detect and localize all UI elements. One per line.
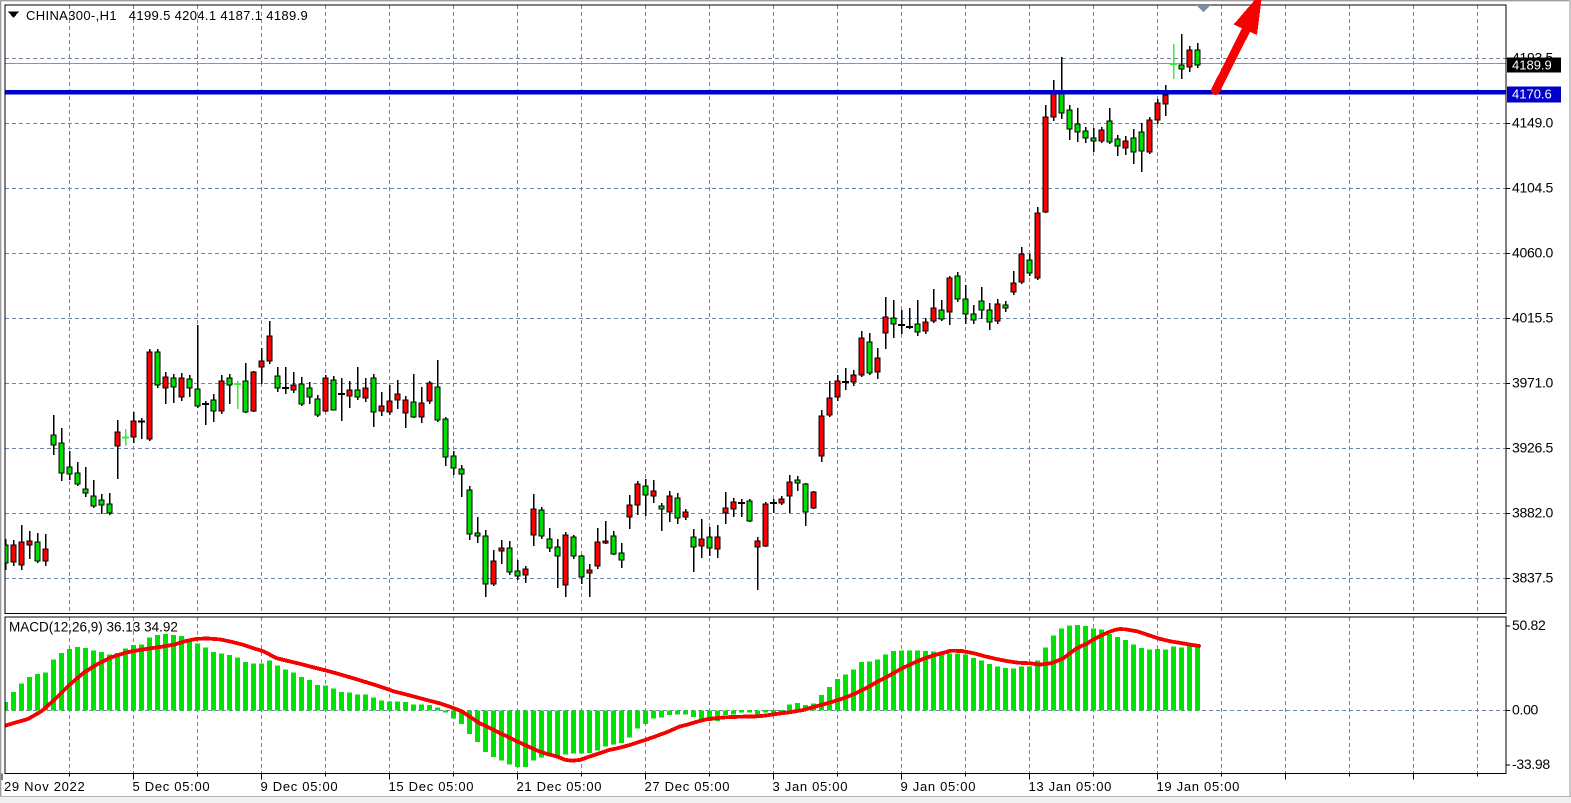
svg-text:CHINA300-,H1 4199.5 4204.1 4: CHINA300-,H1 4199.5 4204.1 4187.1 4189.9 <box>26 8 308 23</box>
svg-text:29 Nov 2022: 29 Nov 2022 <box>4 779 85 794</box>
svg-text:4104.5: 4104.5 <box>1512 180 1554 196</box>
svg-text:13 Jan 05:00: 13 Jan 05:00 <box>1029 779 1113 794</box>
svg-text:3 Jan 05:00: 3 Jan 05:00 <box>773 779 849 794</box>
svg-text:0.00: 0.00 <box>1512 702 1539 718</box>
svg-text:50.82: 50.82 <box>1512 617 1546 633</box>
svg-text:9 Dec 05:00: 9 Dec 05:00 <box>261 779 339 794</box>
svg-text:9 Jan 05:00: 9 Jan 05:00 <box>901 779 977 794</box>
svg-text:15 Dec 05:00: 15 Dec 05:00 <box>389 779 475 794</box>
svg-text:3926.5: 3926.5 <box>1512 440 1554 456</box>
svg-text:4189.9: 4189.9 <box>1512 58 1552 73</box>
svg-text:21 Dec 05:00: 21 Dec 05:00 <box>517 779 603 794</box>
svg-text:27 Dec 05:00: 27 Dec 05:00 <box>645 779 731 794</box>
svg-text:4015.5: 4015.5 <box>1512 310 1554 326</box>
svg-text:-33.98: -33.98 <box>1512 756 1550 772</box>
svg-text:3971.0: 3971.0 <box>1512 375 1554 391</box>
svg-text:4149.0: 4149.0 <box>1512 115 1554 131</box>
svg-text:3837.5: 3837.5 <box>1512 570 1554 586</box>
svg-text:19 Jan 05:00: 19 Jan 05:00 <box>1157 779 1241 794</box>
svg-text:3882.0: 3882.0 <box>1512 505 1554 521</box>
svg-text:4060.0: 4060.0 <box>1512 245 1554 261</box>
svg-text:MACD(12,26,9) 36.13 34.92: MACD(12,26,9) 36.13 34.92 <box>9 620 178 635</box>
svg-text:4170.6: 4170.6 <box>1512 87 1552 102</box>
svg-text:5 Dec 05:00: 5 Dec 05:00 <box>133 779 211 794</box>
